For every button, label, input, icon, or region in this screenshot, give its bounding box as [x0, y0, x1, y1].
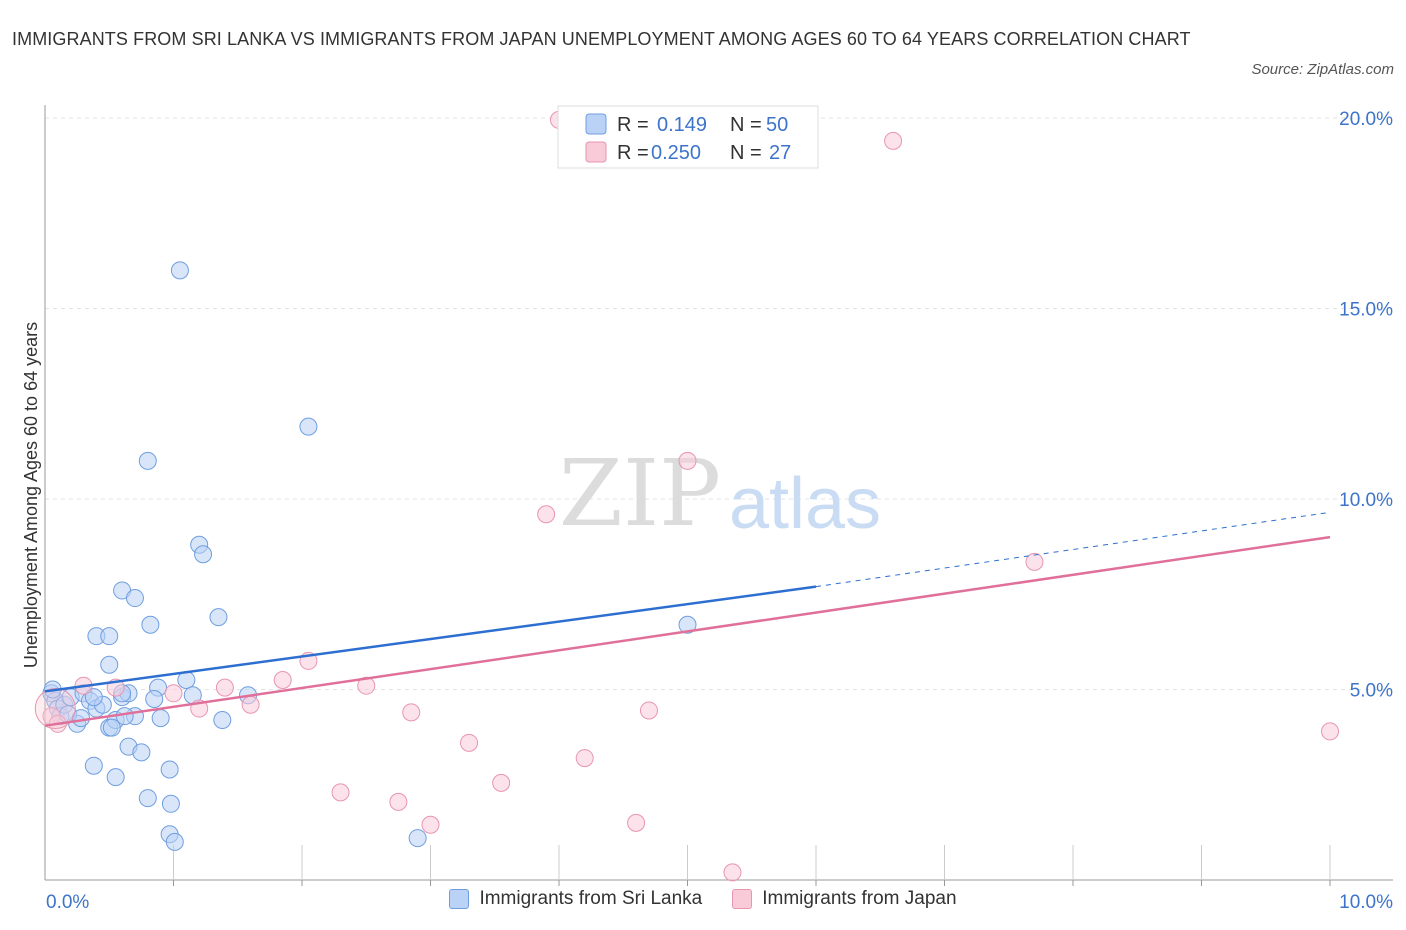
point-japan — [537, 505, 556, 524]
point-japan — [575, 749, 594, 768]
point-japan — [723, 863, 742, 882]
legend-r2-value: 0.250 — [651, 142, 701, 164]
point-japan — [678, 451, 697, 470]
point-sri-lanka — [299, 417, 318, 436]
legend-n2-label: N = — [730, 142, 762, 164]
point-cluster — [34, 688, 76, 730]
source-label: Source: ZipAtlas.com — [1251, 61, 1394, 78]
point-sri-lanka — [115, 707, 134, 726]
point-japan — [639, 701, 658, 720]
x-tick-label: 10.0% — [1339, 892, 1393, 913]
trend-line-japan — [44, 535, 1331, 727]
grid-lines — [45, 117, 1392, 690]
point-japan — [331, 783, 350, 802]
point-sri-lanka — [100, 627, 119, 646]
point-sri-lanka — [160, 760, 179, 779]
point-sri-lanka — [165, 832, 184, 851]
point-sri-lanka — [161, 794, 180, 813]
point-japan — [421, 815, 440, 834]
point-sri-lanka — [138, 451, 157, 470]
axes — [44, 105, 1393, 886]
point-sri-lanka — [194, 545, 213, 564]
legend-swatch-japan — [732, 889, 753, 909]
x-tick-label: 0.0% — [46, 892, 89, 913]
y-tick-label: 15.0% — [1339, 300, 1393, 321]
legend-n1-value: 50 — [766, 114, 788, 136]
legend-n2-value: 27 — [769, 142, 791, 164]
legend-n1-label: N = — [730, 114, 762, 136]
point-sri-lanka — [106, 768, 125, 787]
point-japan — [389, 792, 408, 811]
legend-label-sri-lanka: Immigrants from Sri Lanka — [479, 888, 703, 909]
point-japan — [402, 703, 421, 722]
point-sri-lanka — [213, 710, 232, 729]
legend-top-blue-swatch — [585, 113, 607, 135]
point-sri-lanka — [678, 615, 697, 634]
point-sri-lanka — [100, 655, 119, 674]
point-sri-lanka — [170, 261, 189, 280]
point-japan — [460, 733, 479, 752]
legend-r1-label: R = — [617, 114, 649, 136]
point-sri-lanka — [84, 756, 103, 775]
legend-bottom: Immigrants from Sri Lanka Immigrants fro… — [0, 888, 1406, 910]
point-japan — [1321, 722, 1339, 741]
y-tick-label: 20.0% — [1339, 109, 1393, 130]
point-japan — [357, 676, 376, 695]
point-sri-lanka — [102, 718, 121, 737]
trend-line-sri-lanka — [44, 585, 817, 693]
watermark-atlas: atlas — [729, 464, 881, 544]
point-japan — [164, 684, 183, 703]
legend-top-pink-swatch — [585, 141, 607, 163]
point-sri-lanka — [125, 589, 144, 608]
legend-top: R = 0.149 N = 50 R = 0.250 N = 27 — [557, 105, 819, 169]
point-sri-lanka — [138, 789, 157, 808]
trend-lines — [44, 511, 1331, 727]
legend-item-sri-lanka[interactable]: Immigrants from Sri Lanka — [449, 888, 702, 910]
point-sri-lanka — [132, 743, 151, 762]
y-tick-label: 5.0% — [1350, 681, 1393, 702]
y-tick-label: 10.0% — [1339, 490, 1393, 511]
legend-label-japan: Immigrants from Japan — [762, 888, 957, 909]
data-points — [34, 110, 1339, 882]
point-japan — [215, 678, 234, 697]
point-sri-lanka — [408, 829, 427, 848]
legend-item-japan[interactable]: Immigrants from Japan — [732, 888, 957, 910]
point-sri-lanka — [141, 615, 160, 634]
point-sri-lanka — [145, 690, 164, 709]
point-sri-lanka — [151, 709, 170, 728]
point-japan — [884, 131, 903, 150]
tick-labels: 5.0% 10.0% 15.0% 20.0% 0.0% 10.0% — [46, 109, 1393, 913]
y-axis-label: Unemployment Among Ages 60 to 64 years — [21, 322, 41, 668]
point-sri-lanka — [84, 688, 103, 707]
legend-r2-label: R = — [617, 142, 649, 164]
watermark: ZIP atlas — [559, 440, 881, 547]
point-japan — [273, 670, 292, 689]
point-sri-lanka — [209, 608, 228, 627]
point-japan — [492, 773, 511, 792]
trend-line-sri-lanka-extension — [815, 511, 1331, 588]
legend-swatch-sri-lanka — [449, 889, 470, 909]
point-japan — [241, 695, 260, 714]
chart-title: IMMIGRANTS FROM SRI LANKA VS IMMIGRANTS … — [12, 29, 1191, 49]
legend-r1-value: 0.149 — [657, 114, 707, 136]
watermark-zip: ZIP — [559, 440, 721, 547]
point-japan — [1025, 552, 1044, 571]
point-japan — [627, 813, 646, 832]
